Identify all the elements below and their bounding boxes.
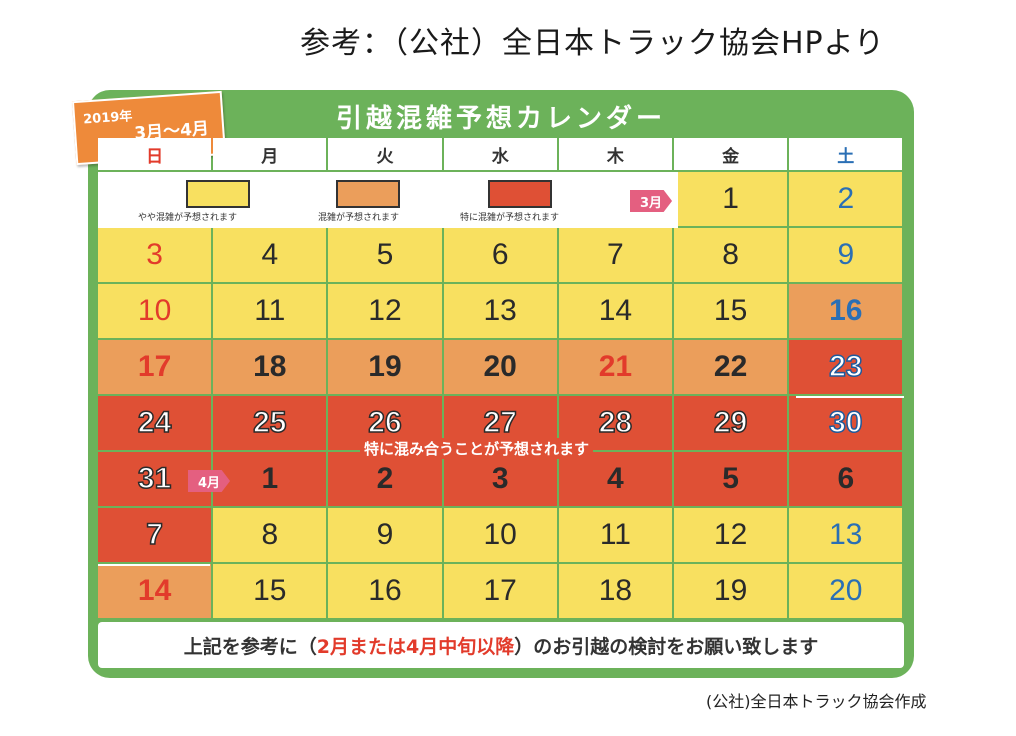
day-cell: 1 xyxy=(213,452,329,508)
day-cell: 13 xyxy=(443,284,559,340)
day-cell: 3 xyxy=(443,452,559,508)
day-cell: 12 xyxy=(328,284,444,340)
day-cell: 16 xyxy=(328,564,444,620)
day-cell: 9 xyxy=(328,508,444,564)
day-cell: 14 xyxy=(558,284,674,340)
day-cell: 11 xyxy=(558,508,674,564)
day-cell: 5 xyxy=(674,452,790,508)
day-cell: 6 xyxy=(789,452,905,508)
day-cell: 10 xyxy=(98,284,214,340)
day-cell: 25 xyxy=(213,396,329,452)
weekday-header: 木 xyxy=(558,138,672,170)
day-cell: 1 xyxy=(674,172,790,228)
footer-note: 上記を参考に（ 2月または4月中旬以降 ）のお引越の検討をお願い致します xyxy=(98,622,904,668)
day-cell: 20 xyxy=(443,340,559,396)
day-cell: 5 xyxy=(328,228,444,284)
weekday-header: 水 xyxy=(443,138,557,170)
day-cell: 2 xyxy=(328,452,444,508)
day-cell: 2 xyxy=(789,172,905,228)
day-cell: 15 xyxy=(674,284,790,340)
day-cell: 19 xyxy=(674,564,790,620)
legend-label-light: やや混雑が予想されます xyxy=(138,213,238,223)
day-cell: 9 xyxy=(789,228,905,284)
day-cell: 16 xyxy=(789,284,905,340)
week-arrow-line xyxy=(796,396,904,398)
weekday-header: 日 xyxy=(98,138,212,170)
week-arrow-line xyxy=(98,564,210,566)
day-cell: 19 xyxy=(328,340,444,396)
march-marker: 3月 xyxy=(630,190,673,212)
weekday-header: 月 xyxy=(213,138,327,170)
weekday-header: 土 xyxy=(789,138,903,170)
day-cell: 4 xyxy=(213,228,329,284)
day-cell: 17 xyxy=(443,564,559,620)
legend-swatch-light xyxy=(186,180,250,208)
day-cell: 23 xyxy=(789,340,905,396)
footer-text-before: 上記を参考に（ xyxy=(183,635,317,658)
day-cell: 18 xyxy=(213,340,329,396)
day-cell: 8 xyxy=(674,228,790,284)
footer-highlight: 2月または4月中旬以降 xyxy=(316,635,515,658)
day-cell: 15 xyxy=(213,564,329,620)
source-caption: 参考：（公社）全日本トラック協会HPより xyxy=(300,26,886,61)
day-cell: 30 xyxy=(789,396,905,452)
calendar-title: 引越混雑予想カレンダー xyxy=(335,104,666,134)
credit-text: (公社)全日本トラック協会作成 xyxy=(706,692,927,711)
day-cell: 10 xyxy=(443,508,559,564)
day-cell: 18 xyxy=(558,564,674,620)
legend-swatch-heavy xyxy=(488,180,552,208)
day-cell: 20 xyxy=(789,564,905,620)
heavy-period-banner: 特に混み合うことが予想されます xyxy=(360,438,594,459)
day-cell: 8 xyxy=(213,508,329,564)
day-cell: 3 xyxy=(98,228,214,284)
badge-year: 2019年 xyxy=(82,109,133,128)
day-cell: 13 xyxy=(789,508,905,564)
weekday-header: 金 xyxy=(674,138,788,170)
day-cell: 28 xyxy=(558,396,674,452)
weekday-header: 火 xyxy=(328,138,442,170)
legend-label-medium: 混雑が予想されます xyxy=(318,213,400,223)
footer-text-after: ）のお引越の検討をお願い致します xyxy=(514,635,819,658)
day-cell: 14 xyxy=(98,564,214,620)
day-cell: 12 xyxy=(674,508,790,564)
day-cell: 22 xyxy=(674,340,790,396)
legend-label-heavy: 特に混雑が予想されます xyxy=(460,213,560,223)
day-cell: 17 xyxy=(98,340,214,396)
day-cell: 24 xyxy=(98,396,214,452)
day-cell: 21 xyxy=(558,340,674,396)
april-marker: 4月 xyxy=(188,470,231,492)
day-cell: 7 xyxy=(98,508,214,564)
day-cell: 11 xyxy=(213,284,329,340)
day-cell: 6 xyxy=(443,228,559,284)
day-cell: 29 xyxy=(674,396,790,452)
legend: やや混雑が予想されます 混雑が予想されます 特に混雑が予想されます 3月 xyxy=(98,172,678,228)
day-cell: 7 xyxy=(558,228,674,284)
legend-swatch-medium xyxy=(336,180,400,208)
day-cell: 4 xyxy=(558,452,674,508)
